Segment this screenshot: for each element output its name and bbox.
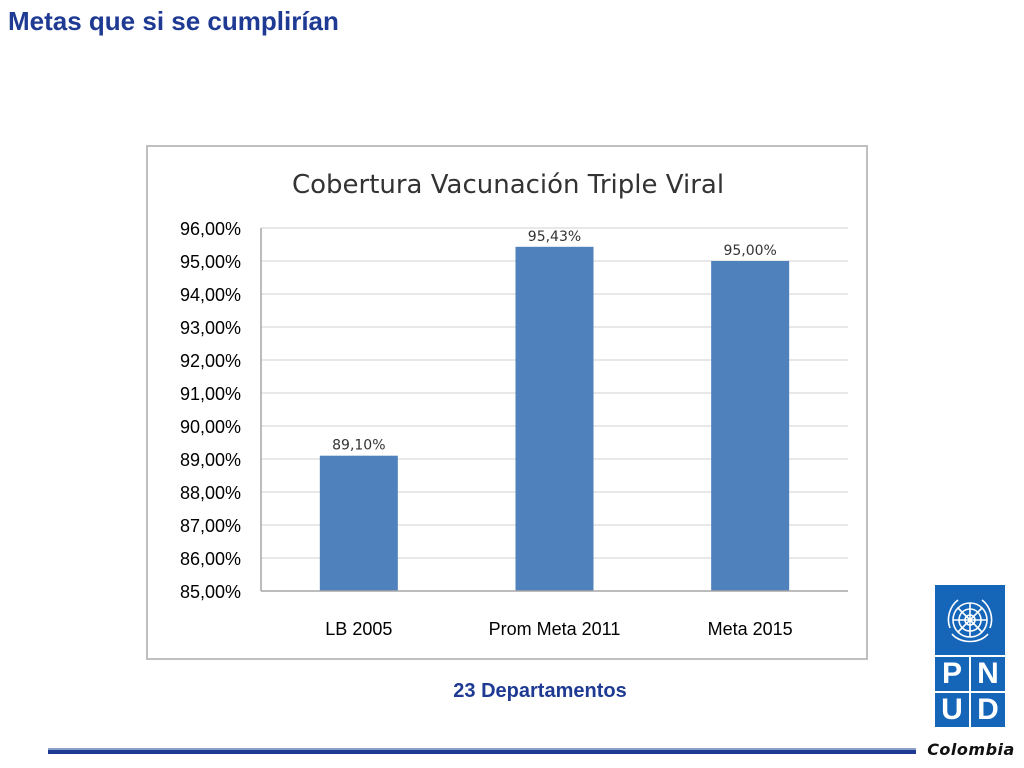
y-tick-label: 91,00% xyxy=(180,384,241,404)
chart-title: Cobertura Vacunación Triple Viral xyxy=(292,170,724,200)
un-emblem-icon xyxy=(947,599,993,643)
y-tick-label: 88,00% xyxy=(180,483,241,503)
bar-chart: Cobertura Vacunación Triple Viral 85,00%… xyxy=(180,170,848,639)
y-tick-label: 93,00% xyxy=(180,318,241,338)
data-label: 95,43% xyxy=(528,229,581,245)
logo-country-label: Colombia xyxy=(927,740,1015,759)
y-tick-label: 85,00% xyxy=(180,582,241,602)
data-label: 95,00% xyxy=(723,243,776,259)
data-label: 89,10% xyxy=(332,438,385,454)
logo-letter-p: P xyxy=(935,657,969,691)
y-tick-label: 89,00% xyxy=(180,450,241,470)
data-labels: 89,10% 95,43% 95,00% xyxy=(332,229,777,454)
footer-divider-thin xyxy=(48,748,916,750)
bar xyxy=(515,246,594,591)
y-tick-label: 92,00% xyxy=(180,351,241,371)
logo-letter-n: N xyxy=(971,657,1005,691)
logo-letter-d: D xyxy=(971,693,1005,727)
chart-frame: Cobertura Vacunación Triple Viral 85,00%… xyxy=(146,145,868,660)
slide-title: Metas que si se cumplirían xyxy=(8,6,339,36)
y-axis-ticks: 85,00% 86,00% 87,00% 88,00% 89,00% 90,00% 91,0… xyxy=(180,219,241,602)
y-tick-label: 90,00% xyxy=(180,417,241,437)
y-tick-label: 95,00% xyxy=(180,252,241,272)
y-tick-label: 96,00% xyxy=(180,219,241,239)
y-tick-label: 87,00% xyxy=(180,516,241,536)
un-emblem-cell xyxy=(935,585,1005,655)
x-axis-ticks: LB 2005 Prom Meta 2011 Meta 2015 xyxy=(325,619,792,639)
pnud-logo: P N U D xyxy=(935,585,1005,727)
footer-divider xyxy=(48,750,916,754)
x-tick-label: Prom Meta 2011 xyxy=(489,619,621,639)
bars xyxy=(319,246,790,591)
logo-letter-u: U xyxy=(935,693,969,727)
y-tick-label: 94,00% xyxy=(180,285,241,305)
x-tick-label: LB 2005 xyxy=(325,619,392,639)
x-tick-label: Meta 2015 xyxy=(708,619,793,639)
y-tick-label: 86,00% xyxy=(180,549,241,569)
chart-subtitle: 23 Departamentos xyxy=(453,680,627,702)
bar xyxy=(319,455,398,591)
bar xyxy=(711,261,790,591)
